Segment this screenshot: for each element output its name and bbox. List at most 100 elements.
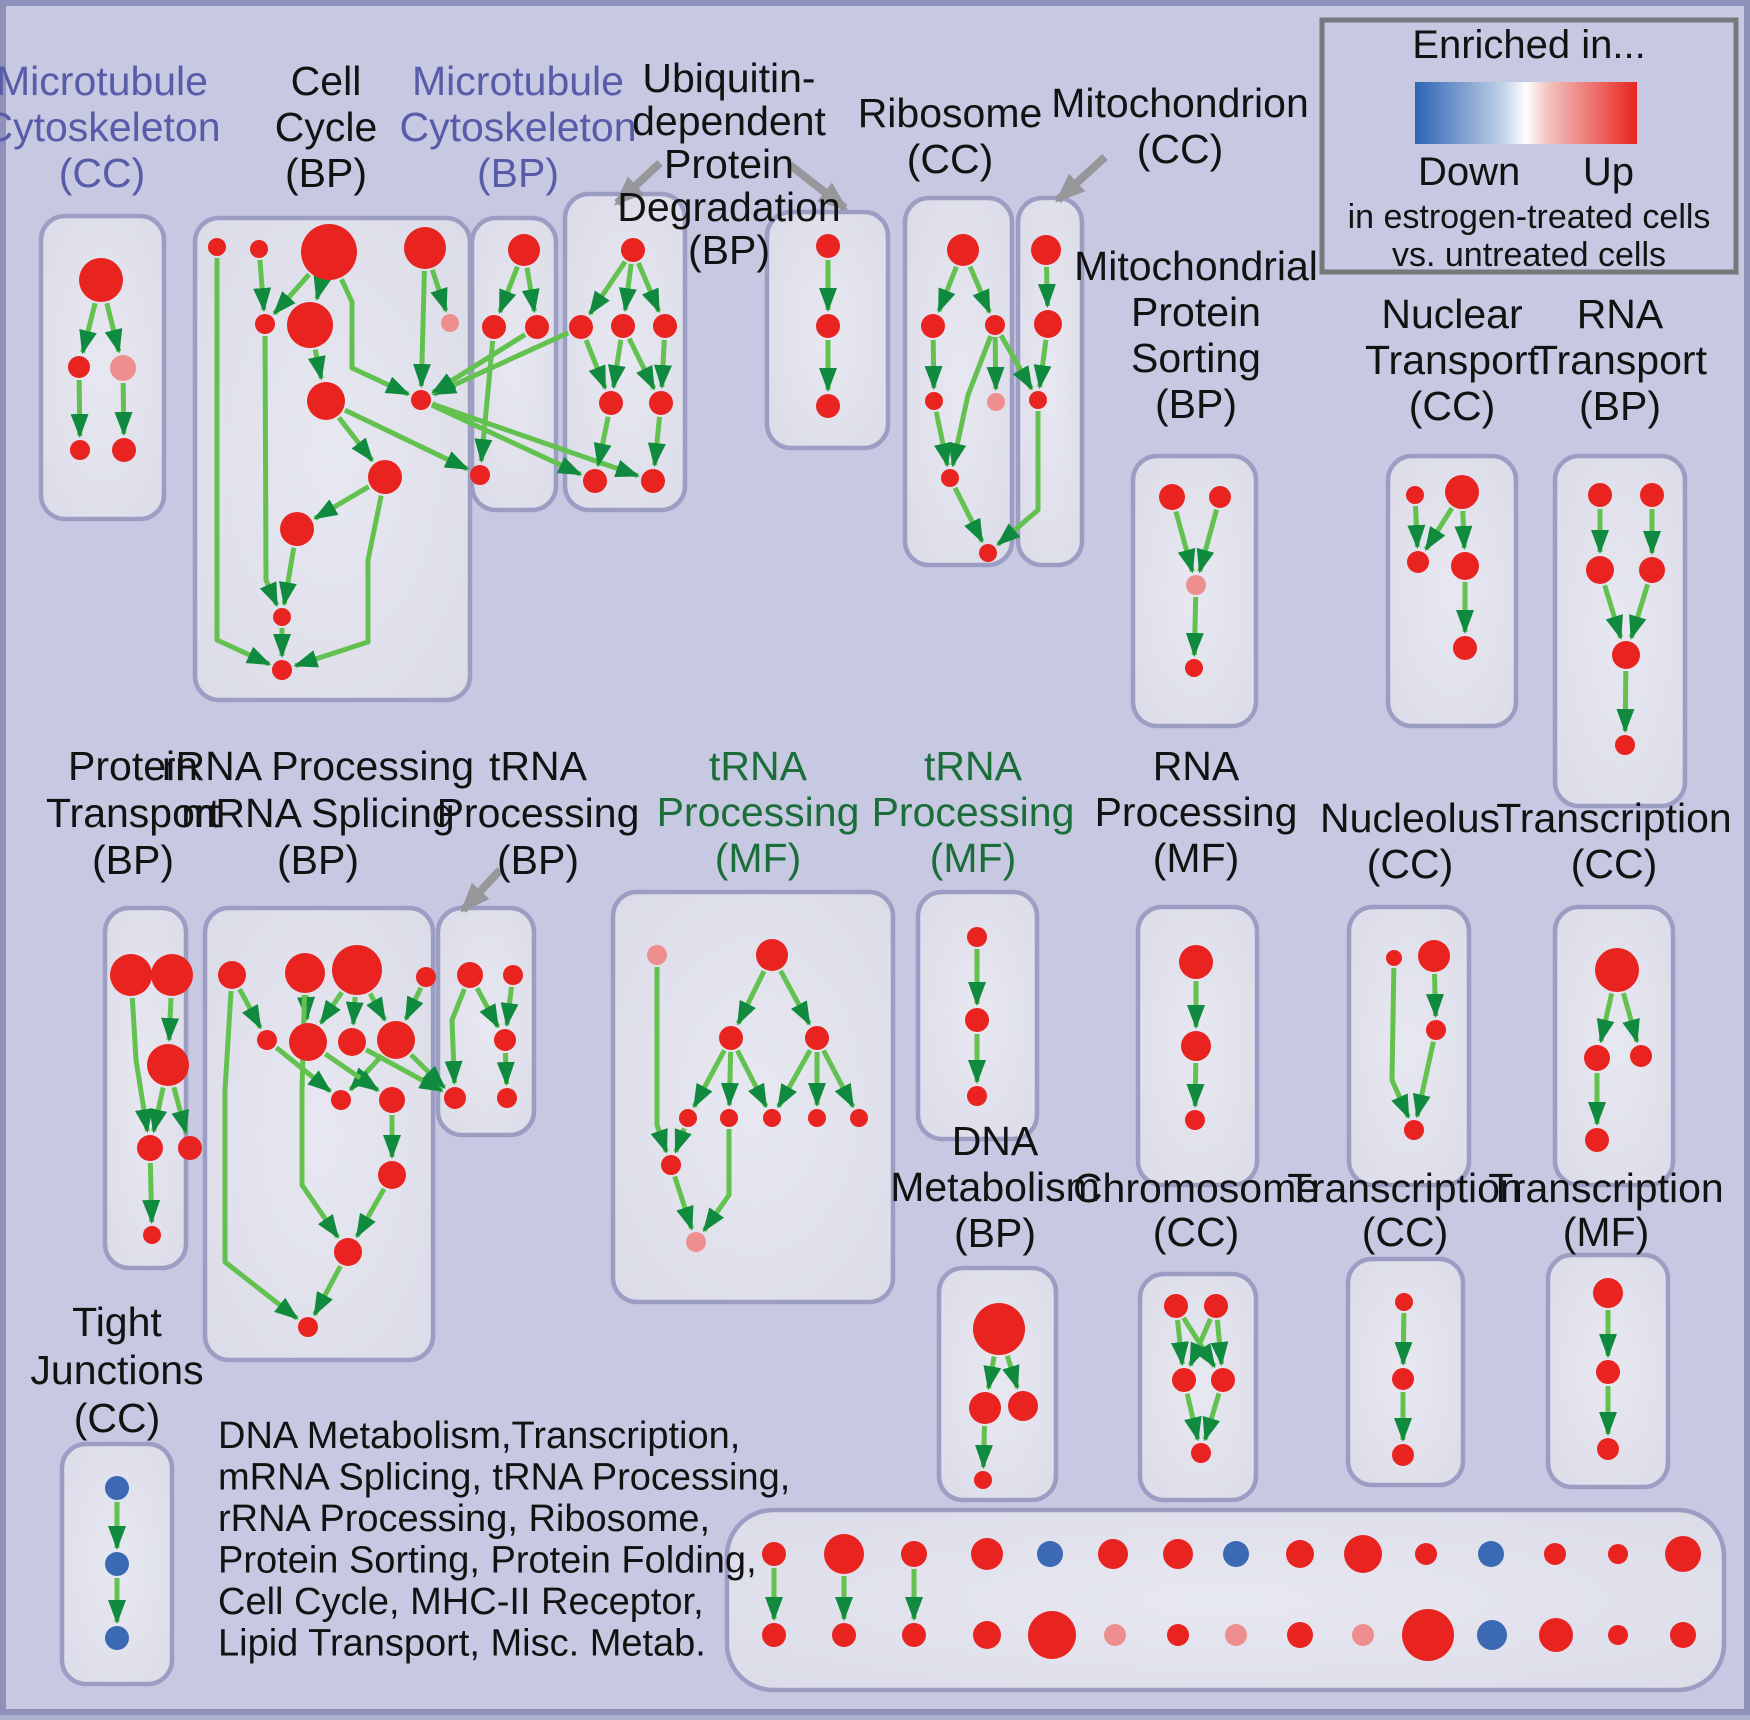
edge-m2-m4 <box>778 969 812 1026</box>
label-trna-bp: tRNA Processing (BP) <box>437 743 640 883</box>
node-T4 <box>1451 552 1479 580</box>
edge-t2-t3 <box>500 986 519 1028</box>
node-m3 <box>719 1026 743 1050</box>
node-j1 <box>105 1476 129 1500</box>
node-r4 <box>416 967 436 987</box>
node-g4b <box>973 1621 1001 1649</box>
node-g15t <box>1665 1536 1701 1572</box>
label-tight-junctions: Tight Junctions (CC) <box>30 1299 203 1441</box>
node-x1 <box>79 258 123 302</box>
node-V1 <box>816 234 840 258</box>
node-m1 <box>647 945 667 965</box>
edge-P1-P2 <box>497 265 520 314</box>
node-g6t <box>1098 1539 1128 1569</box>
node-t4 <box>444 1087 466 1109</box>
node-m5 <box>679 1109 697 1127</box>
edge-U1-U3 <box>619 263 637 313</box>
label-transcription-cc-mid: Transcription (CC) <box>1496 795 1731 887</box>
legend-subtitle-1: in estrogen-treated cells <box>1348 198 1711 236</box>
edge-x2-x4 <box>70 379 89 439</box>
node-x4 <box>70 440 90 460</box>
edge-d1-d2 <box>983 1356 1002 1391</box>
node-T2 <box>1445 475 1479 509</box>
node-P3 <box>525 315 549 339</box>
legend-subtitle-2: vs. untreated cells <box>1392 236 1666 274</box>
legend-gradient-bar <box>1415 82 1637 144</box>
node-Q2 <box>1640 483 1664 507</box>
label-transcription-cc-bot: Transcription (CC) <box>1287 1165 1522 1255</box>
label-rrna-mrna: rRNA Processing mRNA Splicing (BP) <box>162 743 474 883</box>
node-m9 <box>850 1109 868 1127</box>
edge-Q5-Q6 <box>1616 670 1635 734</box>
edge-R3-N3 <box>998 334 1034 391</box>
node-m4 <box>805 1026 829 1050</box>
node-w4 <box>1585 1128 1609 1152</box>
node-L <box>273 608 291 626</box>
node-r2 <box>285 953 325 993</box>
edge-R3-R5 <box>986 336 1005 392</box>
node-M <box>272 660 292 680</box>
edge-F-I <box>307 348 326 381</box>
edge-R7-R8 <box>952 486 985 544</box>
chrom-box <box>1137 1271 1259 1503</box>
legend-up-label: Up <box>1583 150 1634 194</box>
node-u2 <box>1418 940 1450 972</box>
edge-r12-r13 <box>312 1264 343 1317</box>
edge-u3-u4 <box>1412 1041 1436 1119</box>
node-m6 <box>720 1109 738 1127</box>
edge-t3-t5 <box>496 1052 515 1087</box>
node-g8b <box>1225 1624 1247 1646</box>
edge-PT4-PT6 <box>142 1162 161 1225</box>
node-d1 <box>973 1303 1025 1355</box>
node-n3 <box>1185 1110 1205 1130</box>
edge-r1-r13 <box>222 990 299 1321</box>
node-Q4 <box>1639 557 1665 583</box>
cell-cycle-box <box>192 215 473 703</box>
edge-r1-r5 <box>237 987 263 1030</box>
edge-A-M <box>214 258 272 667</box>
node-F <box>287 302 333 348</box>
edge-R4-R7 <box>933 411 952 468</box>
node-m11 <box>686 1232 706 1252</box>
edge-d1-d3 <box>1002 1354 1020 1390</box>
edge-r4-r8 <box>403 986 424 1022</box>
edge-U1-U2 <box>587 260 628 316</box>
edge-C-E <box>272 272 311 316</box>
node-N1 <box>1031 235 1061 265</box>
edge-N2-N3 <box>1033 339 1052 390</box>
node-c3 <box>1172 1368 1196 1392</box>
edge-u1-u4 <box>1389 967 1411 1120</box>
node-g10b <box>1352 1624 1374 1646</box>
node-P2 <box>482 315 506 339</box>
node-m2 <box>756 939 788 971</box>
edge-T2-T4 <box>1454 510 1473 551</box>
edge-m3-m7 <box>735 1049 769 1109</box>
label-mps: Mitochondrial Protein Sorting (BP) <box>1074 243 1318 427</box>
node-e2 <box>1392 1368 1414 1390</box>
node-R1 <box>947 234 979 266</box>
node-Q6 <box>1615 735 1635 755</box>
node-g8t <box>1223 1541 1249 1567</box>
node-g5t <box>1037 1541 1063 1567</box>
node-g15b <box>1670 1622 1696 1648</box>
node-g10t <box>1344 1535 1382 1573</box>
edge-w1-w3 <box>1621 992 1640 1044</box>
edge-Q4-Q5 <box>1628 583 1651 640</box>
node-R5 <box>987 393 1005 411</box>
edge-J-M <box>293 495 384 669</box>
node-s3 <box>967 1086 987 1106</box>
edge-U1-U4 <box>636 261 662 314</box>
node-R8 <box>979 544 997 562</box>
label-trna-mf-2: tRNA Processing (MF) <box>872 743 1075 881</box>
edge-B-E <box>253 259 272 313</box>
arrow-trna-bp <box>460 867 503 913</box>
edge-t1-t3 <box>474 987 501 1029</box>
node-Q1 <box>1588 483 1612 507</box>
node-w3 <box>1630 1045 1652 1067</box>
node-d4 <box>974 1471 992 1489</box>
node-J <box>368 460 402 494</box>
edge-T1-T3 <box>1407 505 1426 550</box>
node-g9b <box>1287 1622 1313 1648</box>
node-g7t <box>1163 1539 1193 1569</box>
